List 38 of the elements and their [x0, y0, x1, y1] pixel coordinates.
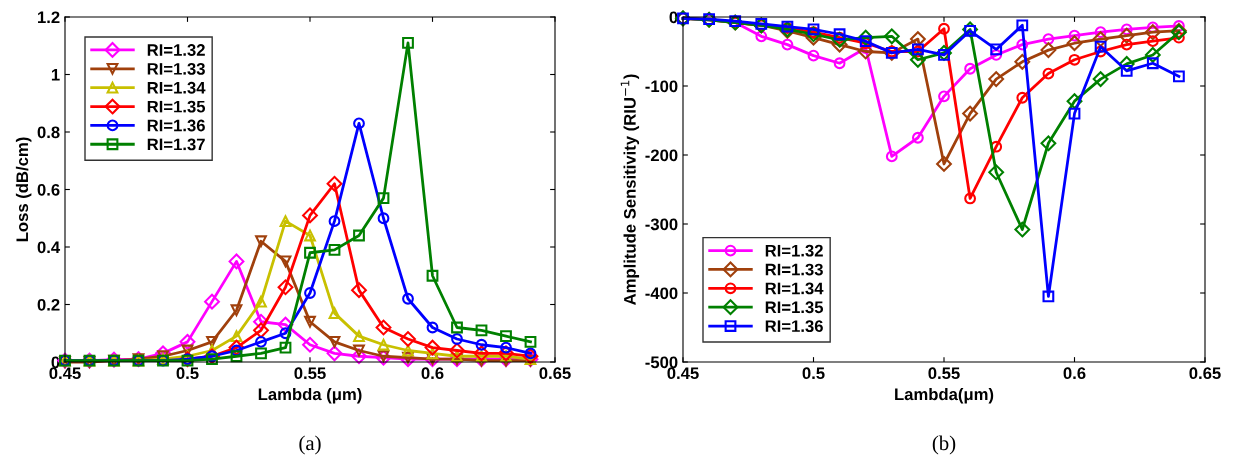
legend-label: RI=1.37 [147, 138, 205, 151]
y-tick-label: 1 [51, 69, 60, 81]
x-axis-title: Lambda (μm) [258, 387, 362, 404]
x-tick-label: 0.55 [294, 367, 326, 380]
y-tick-label: -400 [645, 287, 678, 300]
y-tick-label: -300 [645, 218, 678, 231]
y-axis-title: Amplitude Sensitivity (RIU$^{−1}$) [620, 74, 640, 305]
y-axis-title: Loss (dB/cm) [15, 137, 32, 242]
y-tick-label: -200 [645, 149, 678, 162]
x-tick-label: 0.6 [1063, 367, 1086, 380]
y-tick-label: 0.4 [37, 241, 61, 254]
x-tick-label: 0.6 [421, 367, 444, 380]
legend-label: RI=1.33 [147, 62, 205, 75]
legend-label: RI=1.35 [765, 301, 824, 314]
legend-label: RI=1.34 [765, 282, 824, 295]
y-tick-label: -100 [645, 80, 678, 93]
legend-label: RI=1.35 [147, 100, 206, 113]
legend-label: RI=1.32 [765, 244, 823, 257]
y-tick-label: 1.2 [38, 11, 60, 24]
y-tick-label: 0.6 [37, 183, 60, 196]
y-tick-label: 0.8 [37, 126, 60, 139]
x-axis-title: Lambda(μm) [895, 387, 994, 404]
y-tick-label: 0.2 [37, 298, 60, 311]
x-tick-label: 0.5 [176, 367, 199, 380]
x-tick-label: 0.55 [928, 367, 960, 380]
x-tick-label: 0.5 [802, 367, 825, 380]
legend-label: RI=1.36 [765, 320, 823, 333]
x-tick-label: 0.45 [49, 367, 81, 380]
x-tick-label: 0.65 [1189, 367, 1221, 380]
text: (b) [932, 435, 956, 455]
legend-label: RI=1.36 [147, 119, 205, 132]
y-tick-label: -500 [645, 356, 678, 369]
x-tick-label: 0.45 [667, 367, 699, 380]
legend-label: RI=1.33 [765, 263, 823, 276]
legend-label: RI=1.34 [147, 81, 206, 94]
legend-label: RI=1.32 [147, 44, 205, 56]
x-tick-label: 0.65 [539, 367, 571, 380]
text: (a) [299, 435, 321, 455]
